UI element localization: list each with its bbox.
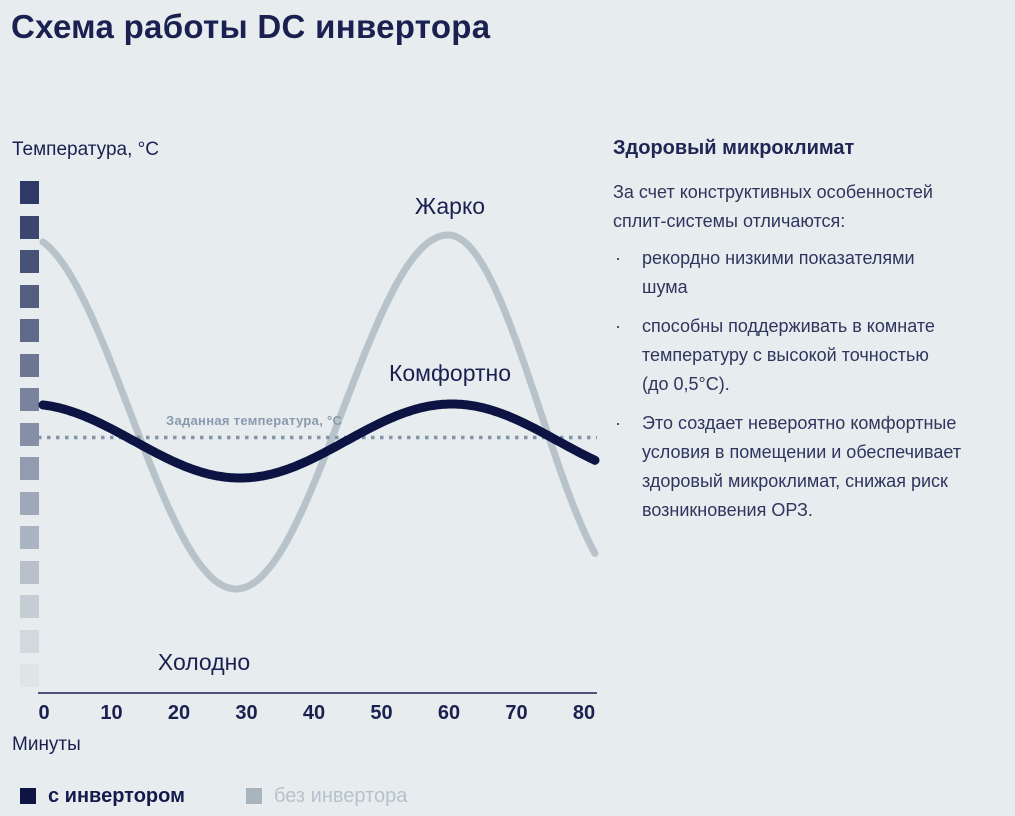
info-heading: Здоровый микроклимат: [613, 137, 855, 159]
bullet-text: способны поддерживать в комнате температу…: [642, 312, 1005, 399]
zone-label-hot: Жарко: [414, 193, 486, 219]
info-panel: Здоровый микроклимат За счет конструктив…: [613, 137, 1005, 525]
gradient-square: [20, 595, 39, 618]
bullet-text: рекордно низкими показателями шума: [642, 244, 1005, 302]
x-tick-label: 40: [302, 702, 326, 724]
gradient-square: [20, 560, 39, 584]
gradient-square: [20, 181, 39, 204]
setpoint-label: Заданная температура, °C: [166, 413, 343, 428]
x-axis-label: Минуты: [12, 734, 81, 755]
text-line: температуру с высокой точностью: [642, 345, 929, 365]
gradient-square: [20, 457, 39, 480]
x-tick-label: 0: [38, 702, 50, 724]
gradient-square: [20, 526, 39, 549]
x-tick-label: 30: [235, 702, 258, 724]
gradient-square: [20, 319, 39, 342]
legend-item-without-inverter: без инвертора: [246, 784, 407, 808]
text-line: здоровый микроклимат, снижая риск: [642, 471, 948, 491]
zone-label-cold: Холодно: [157, 649, 251, 675]
x-tick-label: 60: [437, 702, 461, 724]
text-line: рекордно низкими показателями: [642, 248, 915, 268]
text-line: Это создает невероятно комфортные: [642, 413, 957, 433]
text-line: условия в помещении и обеспечивает: [642, 442, 962, 462]
curve-without-inverter: [39, 231, 599, 593]
y-axis-label: Температура, °C: [12, 139, 159, 160]
info-bullets: · рекордно низкими показателями шума · спосо…: [613, 244, 1005, 525]
legend-swatch-with-inverter: [20, 788, 36, 804]
gradient-square: [20, 629, 39, 653]
bullet-marker: ·: [615, 316, 621, 336]
x-tick-label: 70: [505, 702, 528, 724]
gradient-square: [20, 284, 39, 308]
zone-label-comfortable: Комфортно: [388, 360, 512, 386]
gradient-square: [20, 422, 39, 446]
bullet-marker: ·: [615, 248, 621, 268]
gradient-square: [20, 388, 39, 411]
gradient-square: [20, 250, 39, 273]
info-intro: За счет конструктивных особенностей сплит…: [613, 178, 1005, 236]
info-bullet: · рекордно низкими показателями шума: [613, 244, 1005, 302]
bullet-marker: ·: [615, 413, 621, 433]
info-bullet: · способны поддерживать в комнате температ…: [613, 312, 1005, 399]
legend-swatch-without-inverter: [246, 788, 262, 804]
x-tick-label: 50: [370, 702, 393, 724]
text-line: сплит-системы отличаются:: [613, 211, 846, 231]
page-title: Схема работы DC инвертора: [11, 8, 491, 45]
x-tick-label: 10: [100, 702, 123, 724]
gradient-square: [20, 664, 39, 687]
legend-label-without-inverter: без инвертора: [274, 784, 408, 807]
gradient-square: [20, 353, 39, 377]
gradient-square: [20, 491, 39, 515]
text-line: (до 0,5°С).: [642, 374, 730, 394]
legend-item-with-inverter: с инвертором: [20, 784, 185, 808]
bullet-text: Это создает невероятно комфортные условия…: [642, 409, 1005, 525]
text-line: возникновения ОРЗ.: [642, 500, 813, 520]
text-line: способны поддерживать в комнате: [642, 316, 935, 336]
x-tick-label: 20: [167, 702, 191, 724]
x-tick-label: 80: [572, 702, 596, 724]
text-line: шума: [642, 277, 688, 297]
legend-label-with-inverter: с инвертором: [48, 784, 185, 807]
gradient-square: [20, 215, 39, 239]
info-bullet: · Это создает невероятно комфортные услови…: [613, 409, 1005, 525]
text-line: За счет конструктивных особенностей: [613, 182, 933, 202]
